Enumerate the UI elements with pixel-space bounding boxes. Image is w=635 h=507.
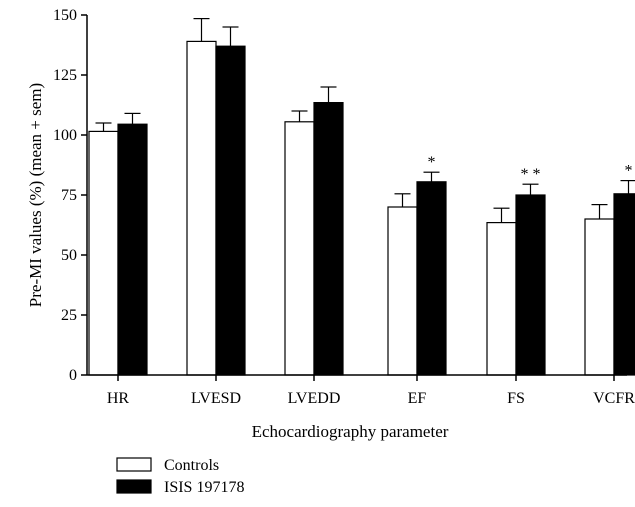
x-tick-label: LVESD [191,390,241,407]
bar-controls-vcfr [584,218,615,376]
bar-controls-fs [486,222,517,376]
bar-isis-fs [515,194,546,376]
legend-label: ISIS 197178 [164,479,244,496]
legend: Controls ISIS 197178 [116,457,244,496]
x-axis-title: Echocardiography parameter [252,422,449,441]
bar-controls-lvesd [186,40,217,376]
y-tick-label: 25 [61,307,77,324]
y-tick-label: 75 [61,187,77,204]
bar-isis-lvedd [313,101,344,376]
x-tick-label: VCFR [593,390,635,407]
x-tick-label: FS [507,390,525,407]
y-tick-label: 50 [61,247,77,264]
bar-controls-hr [88,130,119,376]
significance-label: * * [521,166,541,183]
bar-isis-ef [416,181,447,376]
legend-swatch-controls [116,457,152,472]
bar-controls-ef [387,206,418,376]
x-tick-label: EF [408,390,427,407]
y-tick-label: 0 [69,367,77,384]
bar-isis-hr [117,123,148,376]
legend-label: Controls [164,457,219,474]
y-tick-label: 125 [53,67,77,84]
y-tick-label: 100 [53,127,77,144]
bar-isis-lvesd [215,45,246,376]
significance-label: * [625,163,633,180]
axes-layer: 0 25 50 75 100 125 150 HR LVESD LVEDD EF FS VCFR [53,7,635,407]
significance-label: * [428,154,436,171]
bar-controls-lvedd [284,121,315,376]
x-tick-label: LVEDD [288,390,341,407]
bar-isis-vcfr [613,193,635,376]
y-tick-label: 150 [53,7,77,24]
y-axis-title: Pre-MI values (%) (mean + sem) [26,83,45,307]
legend-swatch-isis [116,479,152,494]
bars-layer: * * * * [88,18,635,376]
x-tick-label: HR [107,390,130,407]
